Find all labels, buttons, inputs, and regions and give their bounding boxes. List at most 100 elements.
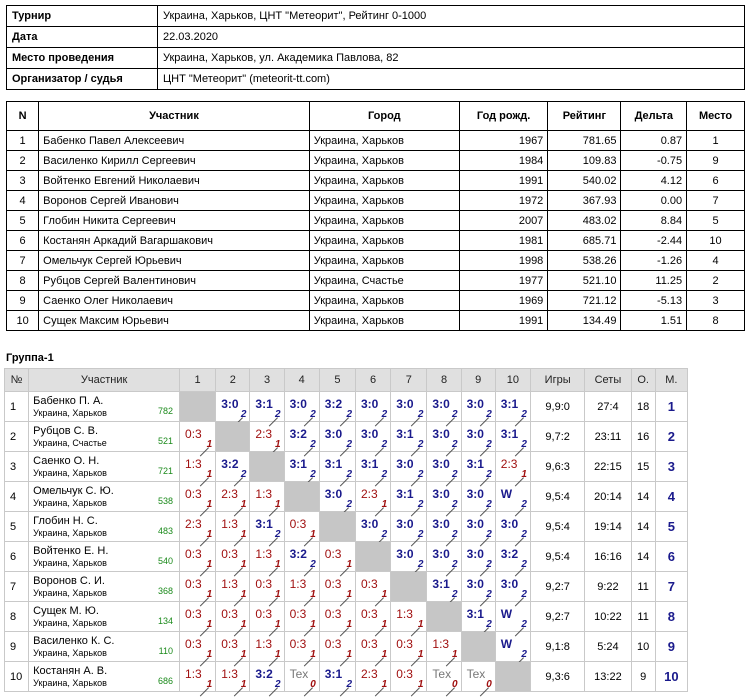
match-result: Tex 0 (462, 662, 495, 697)
participants-cell: Украина, Счастье (308, 270, 460, 291)
table-row: 6 Костанян Аркадий Вагаршакович Украина, Х… (5, 230, 745, 251)
match-result-cell: 3:0 2 (426, 391, 462, 427)
participants-cell: 8 (686, 310, 745, 331)
games-total: 9,6:3 (529, 451, 586, 482)
participants-cell: 109.83 (547, 150, 622, 171)
match-result-cell: 3:1 2 (283, 451, 320, 487)
group-crosstable: № Участник 1 2 3 4 5 6 7 8 9 10 Игры Сеты О. М. 1 Бабенк… (3, 368, 689, 697)
participants-cell: 6 (686, 170, 745, 191)
match-result-cell: 2:3 1 (354, 481, 392, 517)
participants-cell: 4.12 (620, 170, 688, 191)
games-total: 9,5:4 (529, 541, 586, 572)
final-place: 6 (654, 541, 689, 572)
match-result-cell: 3:2 2 (318, 391, 357, 427)
participants-cell: 1.51 (620, 310, 688, 331)
crosstable-header: Игры (529, 368, 586, 392)
match-points: 1 (521, 469, 527, 480)
match-result-cell: 0:3 1 (390, 631, 428, 667)
match-points: 1 (240, 499, 247, 510)
games-total: 9,1:8 (529, 631, 586, 662)
match-score: 2:3 (500, 457, 518, 471)
match-result: 3:0 2 (462, 422, 495, 457)
match-result: Tex 0 (427, 662, 460, 697)
match-score: 3:2 (324, 397, 343, 411)
match-result: 3:0 2 (427, 452, 460, 487)
match-result: 2:3 1 (356, 662, 390, 697)
match-result: 0:3 1 (391, 632, 426, 667)
points-total: 14 (630, 481, 656, 512)
games-total: 9,3:6 (529, 661, 586, 692)
match-score: 0:3 (324, 547, 342, 561)
player-rating: 521 (157, 436, 174, 446)
match-score: 0:3 (185, 547, 202, 561)
match-points: 2 (486, 409, 492, 420)
match-score: 3:1 (466, 457, 484, 471)
match-score: 3:1 (324, 667, 343, 681)
match-score: 0:3 (185, 427, 202, 441)
match-result: 0:3 1 (180, 422, 215, 457)
match-result: 3:1 2 (391, 482, 426, 517)
player-rating: 540 (157, 556, 174, 566)
match-points: 1 (240, 529, 247, 540)
player-number: 10 (3, 661, 30, 692)
match-result: 1:3 1 (180, 662, 215, 697)
info-value: Украина, Харьков, ул. Академика Павлова,… (157, 47, 745, 69)
match-score: W (500, 607, 513, 621)
games-total: 9,7:2 (529, 421, 586, 452)
participants-cell: 9 (686, 150, 745, 171)
diagonal-cell (354, 541, 392, 572)
match-result: 0:3 1 (180, 572, 215, 607)
participants-cell: 540.02 (547, 170, 622, 191)
match-result: 3:0 2 (427, 392, 460, 427)
match-score: 1:3 (289, 577, 307, 591)
info-key: Место проведения (6, 47, 158, 69)
player-number: 9 (3, 631, 30, 662)
player-cell: Глобин Н. С. Украина, Харьков 483 (28, 511, 181, 542)
match-result: 3:0 2 (462, 572, 495, 607)
match-result-cell: 3:0 2 (390, 511, 428, 547)
sets-total: 13:22 (584, 661, 632, 692)
match-result: 2:3 1 (356, 482, 390, 517)
match-score: 3:0 (466, 517, 484, 531)
participants-cell: Глобин Никита Сергеевич (38, 210, 310, 231)
match-result-cell: 3:2 2 (215, 451, 251, 487)
match-result: 3:1 2 (250, 512, 283, 547)
player-name: Василенко К. С. (33, 634, 115, 647)
player-cell: Костанян А. В. Украина, Харьков 686 (28, 661, 181, 692)
match-result: 2:3 1 (496, 452, 530, 487)
match-score: Tex (466, 667, 486, 681)
match-score: Tex (289, 667, 309, 681)
participants-cell: 521.10 (547, 270, 622, 291)
match-result-cell: 1:3 1 (179, 661, 217, 697)
diagonal-cell (494, 661, 531, 692)
match-result-cell: 3:0 2 (390, 451, 428, 487)
match-result-cell: 0:3 1 (283, 601, 320, 637)
match-result: 2:3 1 (180, 512, 215, 547)
match-result-cell: 0:3 1 (354, 571, 392, 607)
match-result: 0:3 1 (320, 632, 355, 667)
match-score: 0:3 (324, 607, 342, 621)
match-result: 1:3 1 (216, 512, 249, 547)
match-score: 0:3 (396, 667, 413, 681)
match-score: 3:0 (466, 397, 484, 411)
match-result: 0:3 1 (320, 542, 355, 577)
match-result: 3:0 2 (320, 482, 355, 517)
match-score: 1:3 (432, 637, 450, 651)
match-points: 2 (452, 469, 458, 480)
match-score: 3:0 (432, 517, 450, 531)
match-result-cell: 3:0 2 (426, 451, 462, 487)
match-result: 3:0 2 (496, 512, 530, 547)
player-city: Украина, Харьков (33, 587, 107, 598)
match-result: 3:0 2 (285, 392, 319, 427)
match-result: 3:1 2 (427, 572, 460, 607)
points-total: 18 (630, 391, 656, 422)
match-points: 1 (310, 589, 316, 600)
match-result: 0:3 1 (180, 482, 215, 517)
info-value: Украина, Харьков, ЦНТ "Метеорит", Рейтин… (157, 5, 745, 27)
participants-cell: 1977 (458, 270, 549, 291)
match-score: 3:0 (396, 397, 414, 411)
match-points: 2 (346, 469, 352, 480)
match-result-cell: 0:3 1 (318, 631, 357, 667)
